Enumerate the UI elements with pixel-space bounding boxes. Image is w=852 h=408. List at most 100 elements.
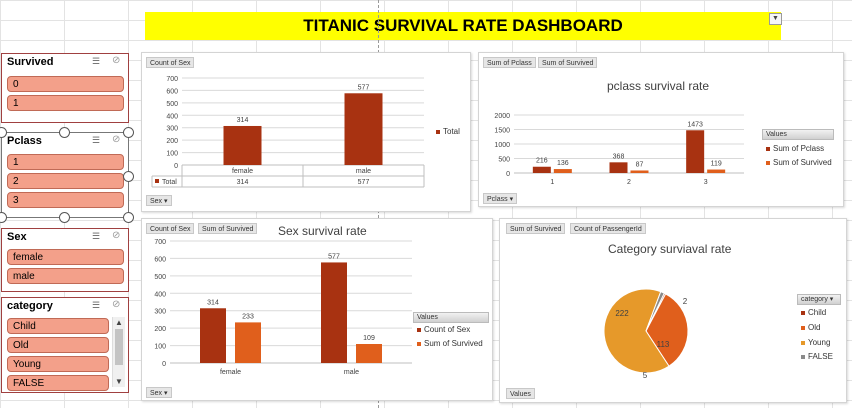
clear-filter-icon[interactable]: ⊘: [112, 134, 121, 145]
slicer-header: Sex ☰ ⊘: [2, 229, 128, 246]
y-tick-label: 0: [174, 163, 178, 170]
resize-handle[interactable]: [123, 127, 134, 138]
y-tick-label: 400: [154, 291, 166, 298]
legend-swatch: [801, 340, 805, 345]
legend-item: Count of Sex: [417, 325, 470, 334]
multi-select-icon[interactable]: ☰: [92, 231, 101, 241]
slicer-item[interactable]: 1: [7, 95, 124, 111]
legend-label: FALSE: [808, 352, 833, 361]
field-button[interactable]: Sum of Survived: [506, 223, 566, 234]
slicer-title: Survived: [7, 56, 54, 68]
x-tick-label: 3: [704, 179, 708, 186]
legend-item: Sum of Survived: [417, 339, 483, 348]
title-dropdown-button[interactable]: ▼: [769, 13, 782, 25]
legend-header[interactable]: category ▾: [797, 294, 841, 305]
y-tick-label: 400: [166, 113, 178, 120]
slicer-scrollbar[interactable]: ▲ ▼: [112, 317, 125, 387]
bar: [223, 125, 262, 165]
field-button[interactable]: Sum of Survived: [198, 223, 258, 234]
data-label: 113: [657, 340, 670, 349]
slicer-item[interactable]: Old: [7, 337, 109, 353]
legend-swatch: [766, 146, 770, 151]
legend-item: Sum of Survived: [766, 158, 832, 167]
field-button[interactable]: Count of Sex: [146, 57, 195, 68]
resize-handle[interactable]: [0, 127, 7, 138]
chart-plot: 700 600 500 400 300 200 100 0 314 233 female 577 109…: [154, 239, 412, 376]
resize-handle[interactable]: [123, 212, 134, 223]
bar: [630, 170, 649, 173]
bar: [686, 130, 705, 173]
y-tick-label: 600: [166, 88, 178, 95]
pie-slice: [645, 293, 689, 367]
legend-swatch: [801, 310, 805, 315]
chart-sex-survival[interactable]: Count of Sex Sum of Survived Sex surviva…: [141, 218, 493, 401]
chart-category-survival[interactable]: Sum of Survived Count of PassengerId Cat…: [499, 218, 847, 403]
slicer-item[interactable]: female: [7, 249, 124, 265]
axis-field-button[interactable]: Sex ▾: [146, 387, 172, 398]
multi-select-icon[interactable]: ☰: [92, 300, 101, 310]
slicer-item[interactable]: 0: [7, 76, 124, 92]
values-field-button[interactable]: Values: [506, 388, 535, 399]
legend-swatch: [417, 327, 421, 332]
y-tick-label: 600: [154, 256, 166, 263]
axis-field-label: Pclass: [487, 196, 508, 203]
legend-item: FALSE: [801, 352, 833, 361]
legend-header: Values: [762, 129, 834, 140]
chart-pclass-survival[interactable]: Sum of Pclass Sum of Survived pclass sur…: [478, 52, 844, 207]
table-swatch: [155, 179, 159, 183]
slicer-item[interactable]: 2: [7, 173, 124, 189]
clear-filter-icon[interactable]: ⊘: [112, 230, 121, 241]
y-tick-label: 1500: [494, 128, 510, 135]
y-tick-label: 100: [154, 344, 166, 351]
data-label: 109: [363, 335, 375, 342]
chart-title: pclass survival rate: [607, 79, 710, 93]
scroll-thumb[interactable]: [115, 329, 123, 365]
scroll-up-icon[interactable]: ▲: [115, 318, 123, 327]
bar: [553, 169, 572, 173]
resize-handle[interactable]: [59, 212, 70, 223]
field-button[interactable]: Sum of Survived: [538, 57, 598, 68]
legend-label: Child: [808, 308, 827, 317]
field-button[interactable]: Count of Sex: [146, 223, 195, 234]
dashboard-title: TITANIC SURVIVAL RATE DASHBOARD: [145, 12, 781, 40]
legend-swatch: [766, 160, 770, 165]
slicer-item[interactable]: 1: [7, 154, 124, 170]
bar: [609, 162, 628, 173]
y-tick-label: 0: [162, 361, 166, 368]
resize-handle[interactable]: [59, 127, 70, 138]
legend-label: Sum of Pclass: [773, 144, 825, 153]
chart-count-of-sex[interactable]: Count of Sex 700 600 500 400 300 200 100 0 314 57…: [141, 52, 471, 212]
axis-field-label: Sex: [150, 198, 163, 205]
multi-select-icon[interactable]: ☰: [92, 56, 101, 66]
slicer-item[interactable]: Child: [7, 318, 109, 334]
multi-select-icon[interactable]: ☰: [92, 135, 101, 145]
legend-swatch: [801, 325, 805, 330]
field-button[interactable]: Sum of Pclass: [483, 57, 536, 68]
y-tick-label: 500: [498, 157, 510, 164]
slicer-item[interactable]: male: [7, 268, 124, 284]
data-label: 577: [358, 84, 370, 91]
scroll-down-icon[interactable]: ▼: [115, 377, 123, 386]
y-tick-label: 700: [166, 76, 178, 83]
bar: [235, 322, 261, 363]
axis-field-button[interactable]: Sex ▾: [146, 195, 172, 206]
legend-label: Young: [808, 338, 831, 347]
slicer-item[interactable]: Young: [7, 356, 109, 372]
slicer-item[interactable]: 3: [7, 192, 124, 208]
slicer-pclass[interactable]: Pclass ☰ ⊘ 1 2 3: [1, 132, 129, 218]
slicer-title: category: [7, 300, 53, 312]
field-button[interactable]: Count of PassengerId: [570, 223, 646, 234]
slicer-item[interactable]: FALSE: [7, 375, 109, 391]
legend-item: Old: [801, 323, 820, 332]
data-label: 233: [242, 313, 254, 320]
x-tick-label: male: [356, 168, 371, 175]
clear-filter-icon[interactable]: ⊘: [112, 299, 121, 310]
axis-field-button[interactable]: Pclass ▾: [483, 193, 518, 204]
resize-handle[interactable]: [123, 171, 134, 182]
data-label: 314: [237, 117, 249, 124]
data-label: 368: [613, 153, 625, 160]
table-value: 577: [358, 179, 370, 186]
resize-handle[interactable]: [0, 212, 7, 223]
clear-filter-icon[interactable]: ⊘: [112, 55, 121, 66]
legend-header-label: category: [801, 296, 828, 303]
